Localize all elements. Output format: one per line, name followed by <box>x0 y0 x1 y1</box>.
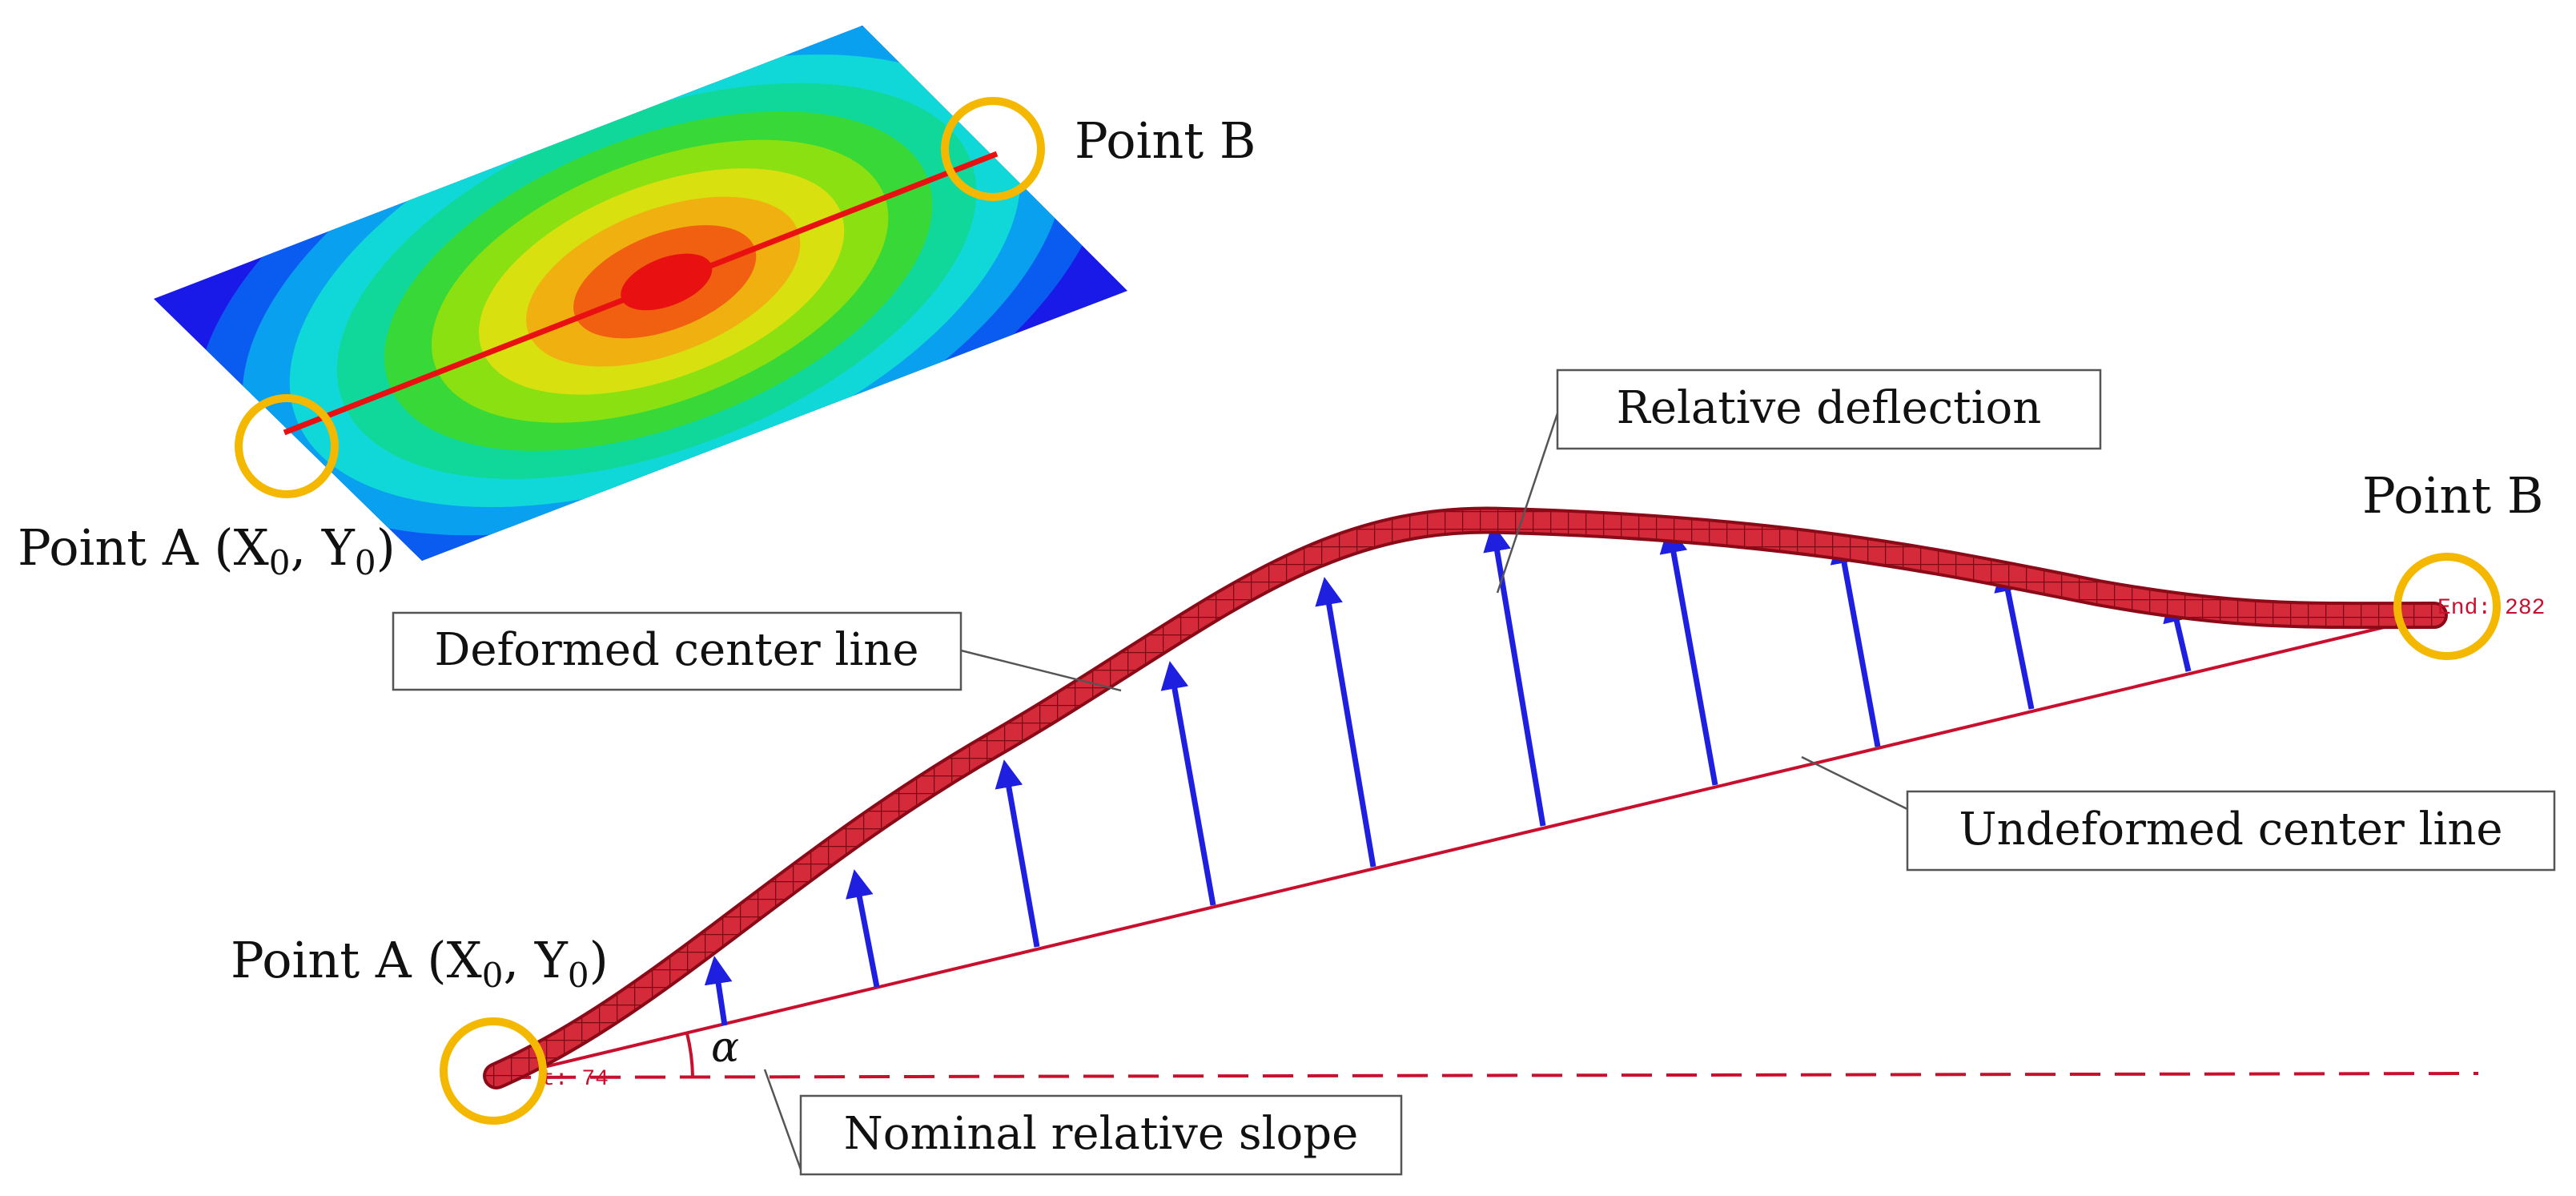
deflection-arrow <box>1483 523 1546 827</box>
plate-point-b-marker <box>941 97 1045 201</box>
contour-bands <box>195 26 1109 561</box>
plate-point-a-label: Point A (X0, Y0) <box>18 518 396 582</box>
nominal-relative-slope-box <box>799 1094 1403 1176</box>
undeformed-center-line-box <box>1906 790 2556 872</box>
deflection-arrow <box>1659 525 1718 786</box>
undeformed-center-line-leader <box>1801 755 1908 811</box>
deformed-center-line-label: Deformed center line <box>435 624 919 676</box>
deformed-center-line-leader <box>960 649 1122 692</box>
plate-center-line <box>283 151 999 436</box>
end-node-tag: End: 282 <box>2437 596 2545 621</box>
deflection-arrow <box>995 759 1040 948</box>
deflection-arrow <box>1994 563 2035 710</box>
callouts: Relative deflection Deformed center line… <box>392 368 2556 1176</box>
relative-deflection-box <box>1556 368 2102 450</box>
relative-deflection-label: Relative deflection <box>1617 382 2042 434</box>
nominal-relative-slope-label: Nominal relative slope <box>844 1108 1358 1160</box>
relative-deflection-leader <box>1496 413 1559 594</box>
deflection-arrow <box>704 956 733 1026</box>
deflection-arrow <box>846 869 880 988</box>
beam-point-a-label: Point A (X0, Y0) <box>231 931 609 995</box>
plate-point-b-label: Point B <box>1075 111 1256 170</box>
plate-point-a-marker <box>235 394 339 498</box>
deformed-beam-mesh <box>486 509 2445 1086</box>
slope-angle-symbol: α <box>711 1024 739 1072</box>
beam-view: α t: 74 End: 282 Point B Point A (X0, Y0… <box>231 466 2545 1125</box>
nominal-relative-slope-leader <box>763 1069 802 1170</box>
horizontal-reference-line <box>500 1072 2479 1079</box>
beam-point-a-marker <box>440 1017 547 1125</box>
beam-point-b-marker <box>2393 553 2501 660</box>
contour-plate: Point B Point A (X0, Y0) <box>18 26 1256 582</box>
deflection-arrows <box>704 523 2192 1026</box>
deflection-arrow <box>1830 535 1881 747</box>
undeformed-center-line <box>500 614 2435 1079</box>
deformed-center-line-box <box>392 611 962 691</box>
slope-angle-arc <box>685 1033 694 1077</box>
deflection-arrow <box>1160 661 1216 906</box>
beam-point-b-label: Point B <box>2362 466 2543 525</box>
undeformed-center-line-label: Undeformed center line <box>1959 803 2502 856</box>
deflection-arrow <box>1315 577 1376 868</box>
start-node-tag: t: 74 <box>541 1067 609 1092</box>
